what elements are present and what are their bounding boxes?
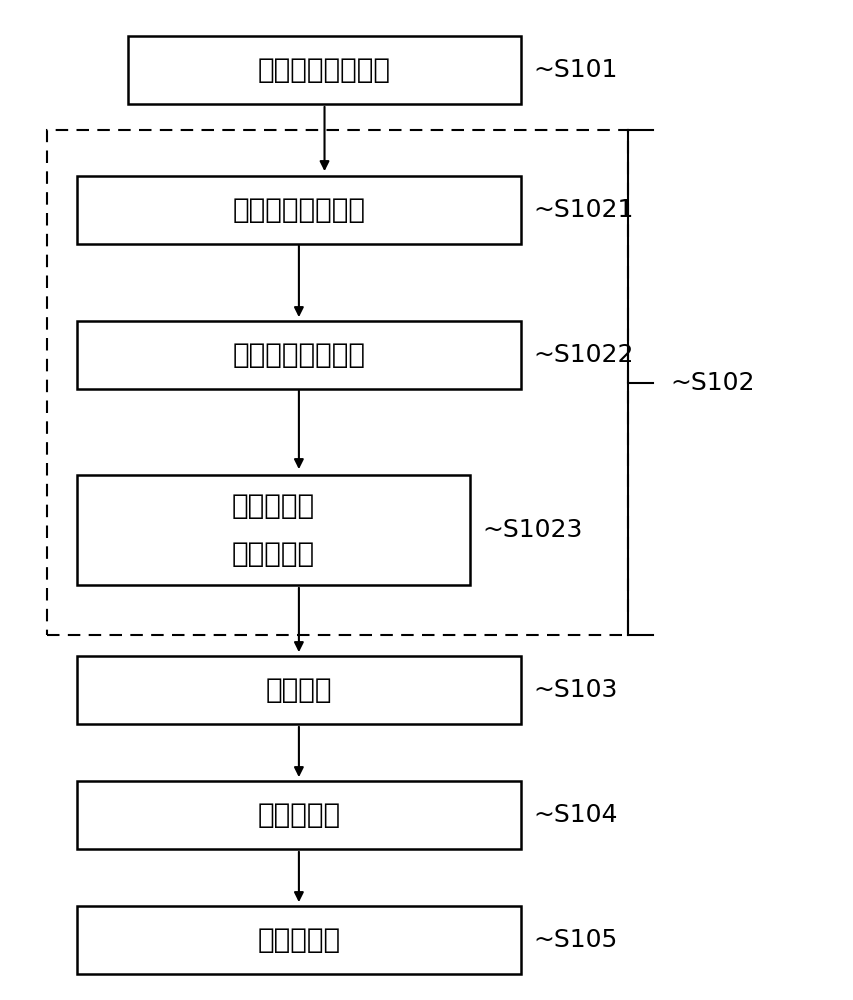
- Text: ~S1021: ~S1021: [533, 198, 634, 222]
- Text: 转化泵功图: 转化泵功图: [231, 540, 315, 568]
- Bar: [77, 475, 469, 585]
- Text: 分段阻尼系数确定: 分段阻尼系数确定: [232, 341, 365, 369]
- Bar: [77, 176, 520, 244]
- Bar: [77, 781, 520, 849]
- Text: 产液量初算: 产液量初算: [257, 801, 340, 829]
- Text: ~S101: ~S101: [533, 58, 618, 82]
- Bar: [77, 321, 520, 389]
- Text: ~S105: ~S105: [533, 928, 618, 952]
- Bar: [47, 130, 627, 635]
- Text: ~S104: ~S104: [533, 803, 618, 827]
- Text: ~S1023: ~S1023: [482, 518, 583, 542]
- Text: ~S103: ~S103: [533, 678, 618, 702]
- Bar: [77, 656, 520, 724]
- Text: 地面示功图: 地面示功图: [231, 492, 315, 520]
- Text: ~S102: ~S102: [670, 371, 754, 395]
- Text: 地面示功图预处理: 地面示功图预处理: [258, 56, 391, 84]
- Text: 工况诊断: 工况诊断: [265, 676, 332, 704]
- Bar: [128, 36, 520, 104]
- Text: 三维井眼轨迹处理: 三维井眼轨迹处理: [232, 196, 365, 224]
- Bar: [77, 906, 520, 974]
- Text: 产液量终算: 产液量终算: [257, 926, 340, 954]
- Text: ~S1022: ~S1022: [533, 343, 634, 367]
